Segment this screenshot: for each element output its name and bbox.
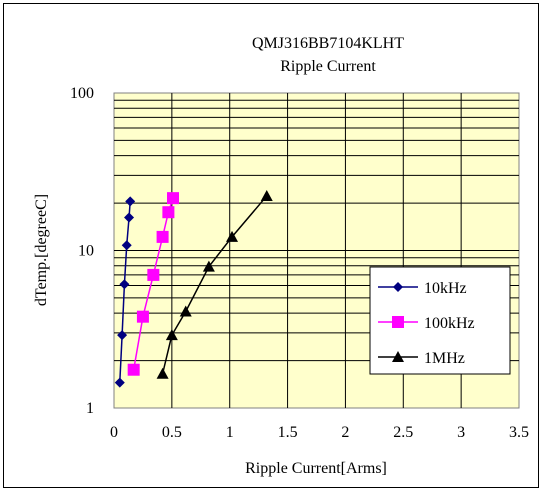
data-point bbox=[114, 377, 125, 388]
data-point bbox=[165, 329, 178, 341]
x-axis-label: Ripple Current[Arms] bbox=[245, 460, 387, 477]
data-point bbox=[202, 260, 215, 272]
x-tick-labels: 0 0.5 1 1.5 2 2.5 3 3.5 bbox=[110, 424, 529, 441]
y-tick-label: 10 bbox=[78, 243, 94, 260]
data-point bbox=[147, 268, 160, 281]
chart-title: QMJ316BB7104KLHT bbox=[252, 35, 404, 52]
legend-marker bbox=[393, 282, 403, 292]
x-tick-label: 1 bbox=[226, 424, 234, 441]
legend-marker bbox=[392, 351, 404, 362]
x-tick-label: 1.5 bbox=[278, 424, 298, 441]
data-point bbox=[156, 367, 169, 379]
x-tick-label: 0 bbox=[110, 424, 118, 441]
y-tick-labels: 1 10 100 bbox=[70, 85, 94, 417]
data-point bbox=[260, 189, 273, 201]
x-tick-label: 2 bbox=[341, 424, 349, 441]
legend-marker bbox=[392, 316, 404, 328]
data-point bbox=[179, 305, 192, 317]
x-tick-label: 3 bbox=[457, 424, 465, 441]
data-point bbox=[156, 230, 169, 243]
data-point bbox=[119, 279, 130, 290]
y-tick-label: 1 bbox=[86, 400, 94, 417]
legend-label: 10kHz bbox=[424, 280, 467, 297]
x-tick-label: 0.5 bbox=[162, 424, 182, 441]
y-axis-label: dTemp.[degreeC] bbox=[33, 194, 50, 306]
legend-label: 1MHz bbox=[424, 350, 465, 367]
data-point bbox=[125, 196, 136, 207]
data-point bbox=[167, 192, 180, 205]
data-point bbox=[226, 230, 239, 242]
chart-subtitle: Ripple Current bbox=[280, 58, 376, 75]
x-tick-label: 3.5 bbox=[509, 424, 529, 441]
x-tick-label: 2.5 bbox=[393, 424, 413, 441]
data-point bbox=[121, 240, 132, 251]
data-point bbox=[136, 310, 149, 323]
data-point bbox=[124, 212, 135, 223]
y-tick-label: 100 bbox=[70, 85, 94, 102]
data-point bbox=[117, 330, 128, 341]
data-point bbox=[127, 363, 140, 376]
data-markers bbox=[114, 189, 273, 388]
data-point bbox=[162, 206, 175, 219]
series-line bbox=[161, 195, 268, 374]
legend: 10kHz 100kHz 1MHz bbox=[369, 266, 511, 375]
legend-label: 100kHz bbox=[424, 315, 475, 332]
